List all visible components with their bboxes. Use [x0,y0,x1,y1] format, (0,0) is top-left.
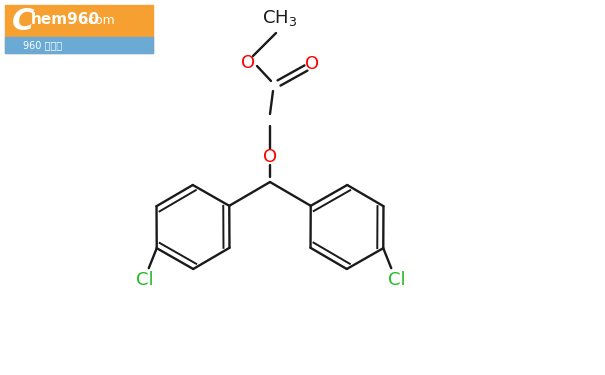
Text: 960 化工网: 960 化工网 [23,40,62,50]
Text: O: O [305,55,319,73]
Text: C: C [12,6,34,36]
Text: Cl: Cl [136,271,154,289]
Bar [5,5,153,53]
Text: CH$_3$: CH$_3$ [263,8,298,28]
Text: O: O [263,148,277,166]
Text: hem960: hem960 [31,12,100,27]
Text: Cl: Cl [388,271,406,289]
Text: .com: .com [85,13,116,27]
Text: O: O [241,54,255,72]
Bar [5,37,153,53]
